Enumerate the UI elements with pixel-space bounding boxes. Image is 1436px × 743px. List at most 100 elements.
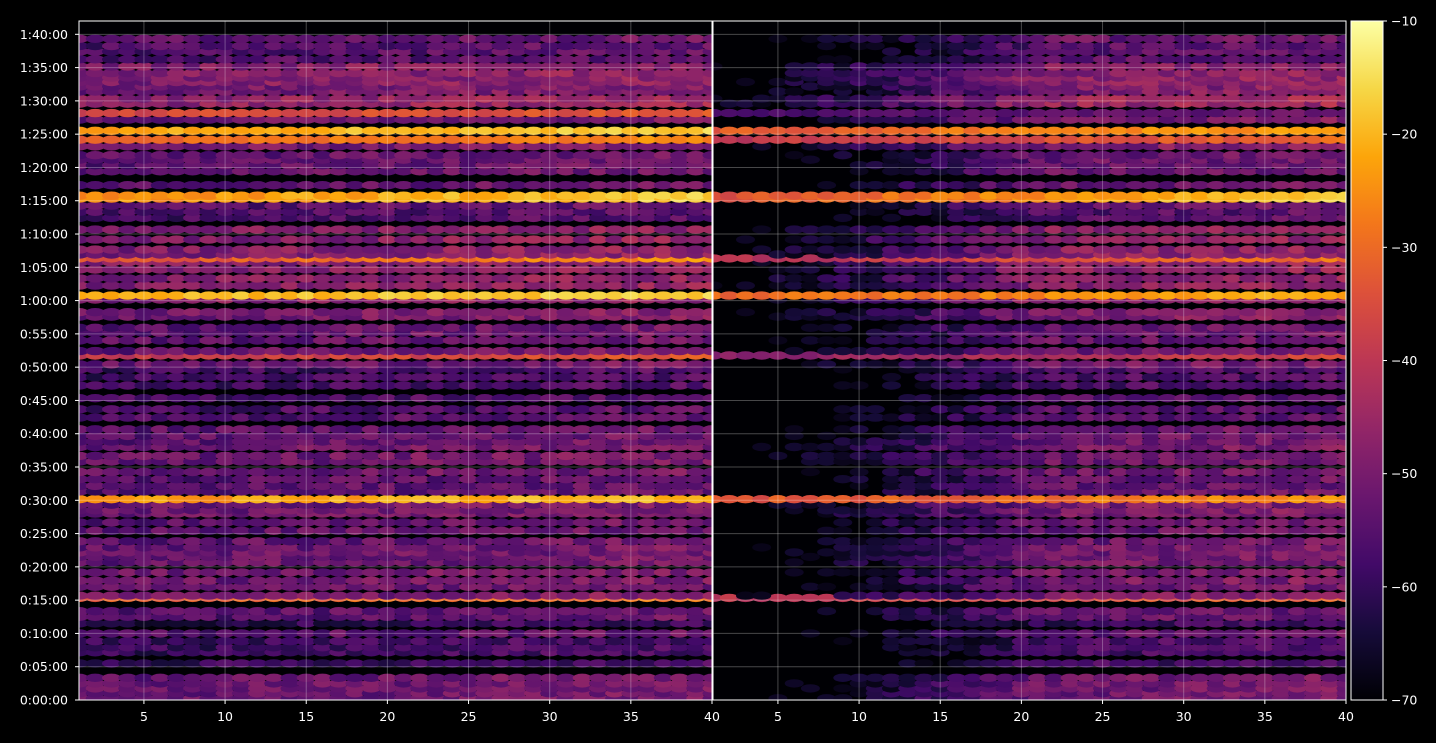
cell-mark-right xyxy=(898,495,917,503)
cell-mark-left xyxy=(329,637,348,645)
cell-mark-left xyxy=(362,373,381,381)
cell-mark-left xyxy=(573,35,592,43)
cell-mark-left xyxy=(492,405,511,413)
cell-mark-left xyxy=(524,42,543,50)
cell-mark-left xyxy=(329,136,348,144)
cell-mark-right xyxy=(1142,394,1161,402)
cell-mark-left xyxy=(654,518,673,526)
cell-mark-left xyxy=(183,55,202,63)
cell-mark-left xyxy=(556,577,575,585)
cell-mark-left xyxy=(670,35,689,43)
cell-mark-left xyxy=(183,95,202,103)
cell-mark-right xyxy=(963,405,982,413)
cell-mark-left xyxy=(556,373,575,381)
cell-mark-left xyxy=(605,109,624,117)
cell-mark-left xyxy=(410,291,429,299)
cell-mark-left xyxy=(686,202,705,210)
cell-mark-left xyxy=(118,202,137,210)
cell-mark-left xyxy=(183,475,202,483)
cell-mark-right xyxy=(1028,425,1047,433)
cell-mark-left xyxy=(492,324,511,332)
cell-mark-left xyxy=(248,537,267,545)
cell-mark-left xyxy=(573,537,592,545)
cell-mark-left xyxy=(199,568,218,576)
cell-mark-left xyxy=(118,55,137,63)
cell-mark-left xyxy=(118,425,137,433)
cell-mark-left xyxy=(654,95,673,103)
cell-mark-left xyxy=(556,265,575,273)
cell-mark-left xyxy=(183,136,202,144)
cell-mark-left xyxy=(362,452,381,460)
cell-mark-left xyxy=(264,109,283,117)
cell-mark-right xyxy=(801,468,820,476)
cell-mark-left xyxy=(248,324,267,332)
cell-mark-left xyxy=(362,202,381,210)
cell-mark-left xyxy=(475,291,494,299)
cell-mark-left xyxy=(118,413,137,421)
cell-mark-right xyxy=(817,452,836,460)
cell-mark-left xyxy=(345,373,364,381)
cell-mark-right xyxy=(979,495,998,503)
cell-mark-left xyxy=(654,202,673,210)
cell-mark-left xyxy=(183,495,202,503)
cell-mark-left xyxy=(638,109,657,117)
cell-mark-left xyxy=(670,62,689,70)
cell-mark-left xyxy=(556,62,575,70)
cell-mark-left xyxy=(167,592,186,600)
cell-mark-left xyxy=(264,95,283,103)
cell-mark-right xyxy=(785,443,804,451)
cell-mark-left xyxy=(508,394,527,402)
cell-mark-left xyxy=(329,347,348,355)
cell-mark-left xyxy=(329,475,348,483)
cell-mark-left xyxy=(427,607,446,615)
cell-mark-left xyxy=(427,35,446,43)
cell-mark-left xyxy=(362,468,381,476)
cell-mark-left xyxy=(410,592,429,600)
cell-mark-right xyxy=(947,405,966,413)
cell-mark-left xyxy=(248,425,267,433)
cell-mark-left xyxy=(102,35,121,43)
cell-mark-left xyxy=(605,35,624,43)
cell-mark-left xyxy=(313,151,332,159)
cell-mark-left xyxy=(167,577,186,585)
cell-mark-left xyxy=(556,291,575,299)
cell-mark-left xyxy=(524,518,543,526)
cell-mark-left xyxy=(281,274,300,282)
cell-mark-left xyxy=(410,537,429,545)
cell-mark-right xyxy=(1028,637,1047,645)
cell-mark-left xyxy=(475,568,494,576)
cell-mark-right xyxy=(1142,607,1161,615)
cell-mark-right xyxy=(1272,425,1291,433)
cell-mark-left xyxy=(151,274,170,282)
cell-mark-left xyxy=(199,324,218,332)
cell-mark-left xyxy=(281,475,300,483)
cell-mark-left xyxy=(573,308,592,316)
cell-mark-left xyxy=(524,324,543,332)
cell-mark-right xyxy=(785,679,804,687)
cell-mark-left xyxy=(248,274,267,282)
cell-mark-right xyxy=(963,475,982,483)
cell-mark-left xyxy=(394,265,413,273)
cell-mark-left xyxy=(199,413,218,421)
cell-mark-left xyxy=(670,235,689,243)
cell-mark-left xyxy=(329,245,348,253)
cell-mark-left xyxy=(573,518,592,526)
cell-mark-left xyxy=(638,35,657,43)
cell-mark-left xyxy=(573,265,592,273)
cell-mark-right xyxy=(1190,577,1209,585)
cell-mark-left xyxy=(232,181,251,189)
cell-mark-left xyxy=(151,42,170,50)
cell-mark-left xyxy=(345,281,364,289)
cell-mark-left xyxy=(443,452,462,460)
cell-mark-right xyxy=(1223,637,1242,645)
cell-mark-left xyxy=(573,62,592,70)
cell-mark-left xyxy=(394,495,413,503)
cell-mark-right xyxy=(898,475,917,483)
cell-mark-right xyxy=(979,394,998,402)
cell-mark-right xyxy=(1158,592,1177,600)
cell-mark-right xyxy=(1223,537,1242,545)
cell-mark-left xyxy=(232,281,251,289)
cell-mark-right xyxy=(996,425,1015,433)
cell-mark-left xyxy=(686,245,705,253)
